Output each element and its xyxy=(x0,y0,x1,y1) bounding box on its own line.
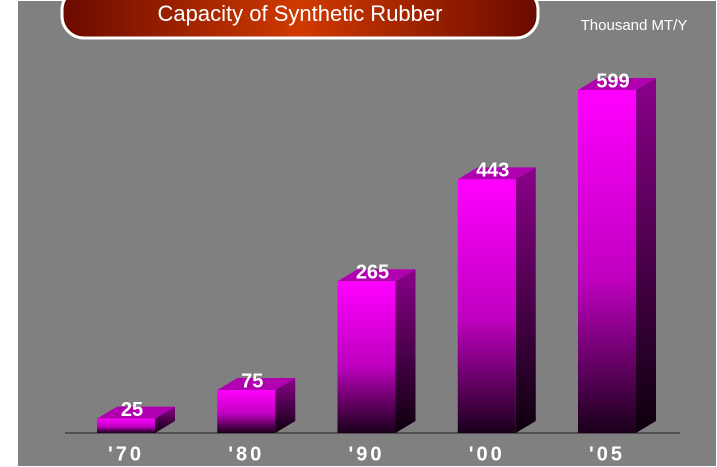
unit-label: Thousand MT/Y xyxy=(581,17,688,34)
bar xyxy=(457,179,516,433)
bar-side xyxy=(515,167,536,433)
x-tick-label: '90 xyxy=(348,443,384,465)
bar-side xyxy=(395,269,416,433)
bar xyxy=(97,418,155,433)
bar-top xyxy=(578,78,656,90)
data-label: 599 xyxy=(596,70,629,92)
x-tick-label: '05 xyxy=(589,443,625,465)
bar-top xyxy=(217,378,296,391)
bar xyxy=(578,90,636,433)
bar xyxy=(217,390,276,433)
bar-side xyxy=(275,378,296,433)
bar-side xyxy=(155,406,175,433)
x-tick-label: '00 xyxy=(469,443,505,465)
data-label: 25 xyxy=(121,399,143,421)
bar-side xyxy=(636,78,656,433)
title-pill xyxy=(60,0,540,40)
chart-title: Capacity of Synthetic Rubber xyxy=(158,1,443,26)
bar-top xyxy=(97,406,175,419)
data-label: 443 xyxy=(476,160,509,182)
bar xyxy=(337,281,396,433)
bar-top xyxy=(337,269,416,282)
x-tick-label: '80 xyxy=(228,443,264,465)
x-tick-label: '70 xyxy=(108,443,144,465)
data-label: 75 xyxy=(241,370,263,392)
bar-top xyxy=(457,167,536,180)
data-label: 265 xyxy=(356,262,389,284)
